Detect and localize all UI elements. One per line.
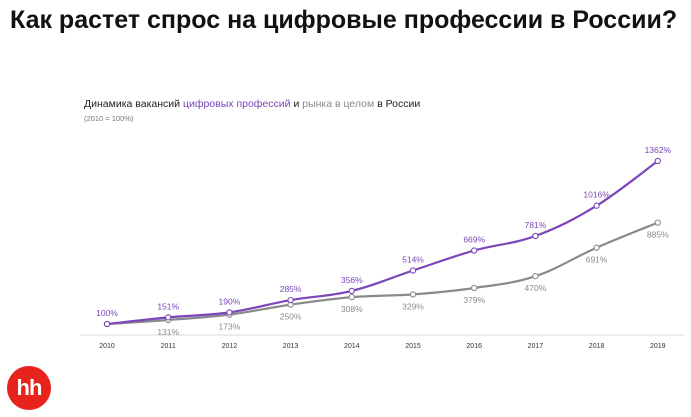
x-tick-2012: 2012	[222, 343, 238, 350]
data-label-digital-2018: 1016%	[583, 190, 610, 200]
data-label-market-2017: 470%	[525, 283, 547, 293]
data-label-digital-2015: 514%	[402, 255, 424, 265]
data-label-digital-2010: 100%	[96, 308, 118, 318]
hh-logo: hh	[7, 366, 51, 410]
x-tick-2010: 2010	[99, 343, 115, 350]
point-digital-2011	[165, 314, 172, 321]
data-label-digital-2019: 1362%	[645, 145, 672, 155]
point-digital-2016	[471, 247, 478, 254]
point-digital-2013	[287, 296, 294, 304]
page-title: Как растет спрос на цифровые профессии в…	[10, 6, 678, 34]
point-market-2019	[654, 219, 661, 226]
point-digital-2010	[103, 320, 111, 328]
point-digital-2014	[348, 287, 355, 295]
data-label-market-2016: 379%	[463, 295, 485, 305]
point-market-2015	[409, 291, 417, 298]
point-digital-2017	[532, 232, 539, 240]
data-label-market-2014: 308%	[341, 304, 363, 314]
data-label-market-2015: 329%	[402, 301, 424, 311]
subtitle-digital: цифровых профессий	[182, 98, 291, 110]
x-tick-2018: 2018	[589, 343, 605, 350]
series-line-digital	[105, 159, 659, 326]
point-market-2014	[348, 293, 355, 301]
x-tick-2019: 2019	[650, 343, 666, 350]
series-layer: 131% 173% 250% 308% 329% 379% 470% 691% 885% 100%…	[96, 145, 671, 337]
data-label-market-2013: 250%	[280, 312, 302, 322]
data-label-digital-2013: 285%	[280, 284, 302, 294]
series-line-market	[105, 221, 659, 326]
x-tick-2013: 2013	[283, 343, 299, 350]
x-tick-2011: 2011	[161, 343, 176, 350]
x-tick-2014: 2014	[344, 343, 360, 350]
subtitle-market: рынка в целом	[302, 98, 375, 110]
point-market-2016	[471, 284, 478, 292]
point-market-2017	[532, 273, 539, 280]
data-label-digital-2014: 356%	[341, 275, 363, 285]
logo-text: hh	[16, 375, 43, 400]
subtitle-prefix: Динамика вакансий	[84, 98, 183, 110]
data-label-digital-2017: 781%	[525, 220, 547, 230]
data-label-market-2018: 691%	[586, 255, 608, 265]
subtitle-suffix: в России	[374, 98, 421, 110]
point-market-2018	[593, 244, 600, 251]
data-label-digital-2011: 151%	[157, 301, 179, 311]
data-label-market-2011: 131%	[157, 327, 179, 337]
data-label-market-2019: 885%	[647, 230, 669, 240]
chart-subtitle: Динамика вакансий цифровых профессий и р…	[84, 98, 420, 110]
x-tick-2016: 2016	[466, 343, 482, 350]
x-tick-2015: 2015	[405, 343, 421, 350]
point-digital-2015	[409, 267, 417, 274]
subtitle-middle: и	[290, 98, 303, 110]
data-label-digital-2012: 190%	[219, 296, 241, 306]
point-digital-2019	[654, 157, 661, 165]
point-digital-2012	[226, 309, 233, 316]
x-tick-labels: 2010 2011 2012 2013 2014 2015 2016 2017 2018 2019	[99, 343, 665, 350]
data-label-digital-2016: 669%	[463, 235, 485, 245]
chart-note: (2010 = 100%)	[84, 114, 134, 123]
x-tick-2017: 2017	[528, 343, 544, 350]
point-digital-2018	[593, 202, 600, 209]
data-label-market-2012: 173%	[219, 322, 241, 332]
